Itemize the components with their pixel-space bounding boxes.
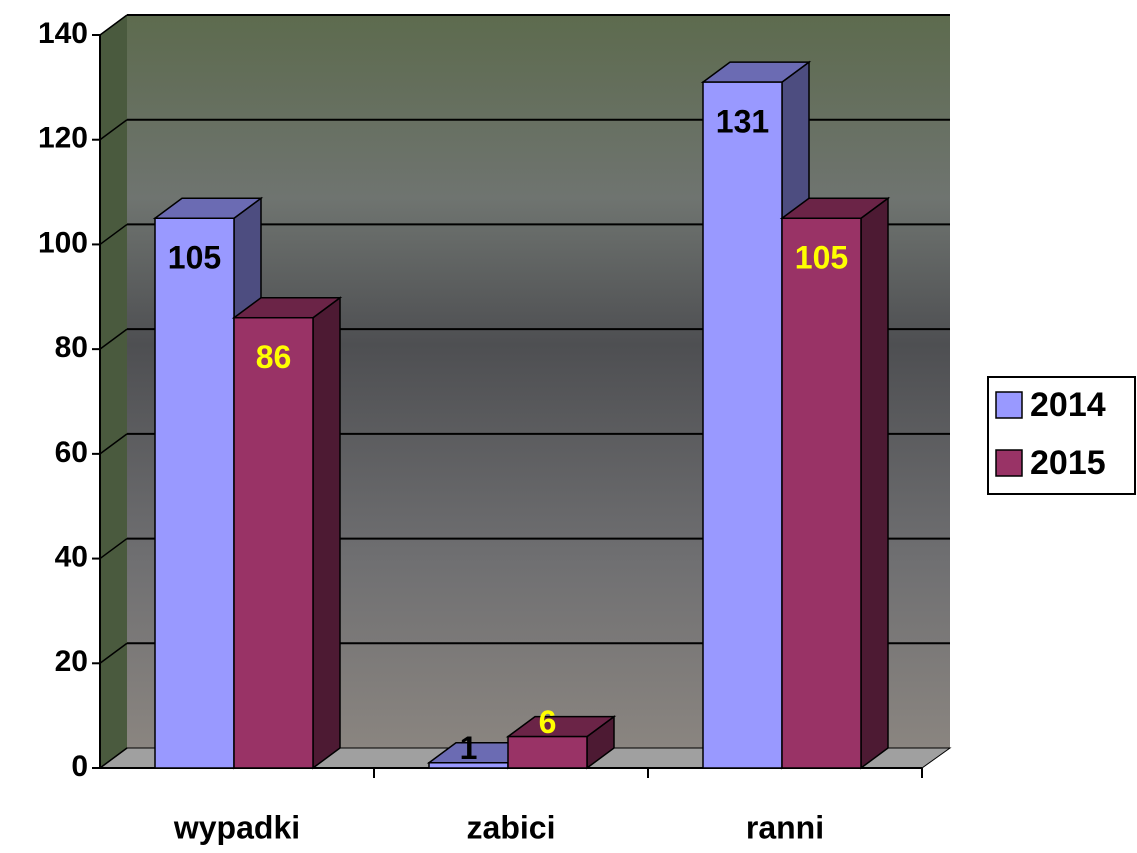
depth-tick — [99, 14, 128, 36]
depth-tick — [99, 642, 128, 664]
legend-swatch — [995, 449, 1023, 477]
data-label: 6 — [539, 704, 557, 740]
legend-label: 2015 — [1030, 444, 1106, 482]
x-tick-label: wypadki — [173, 809, 300, 845]
x-tick-label: zabici — [467, 809, 556, 845]
bar-side — [860, 196, 889, 770]
depth-tick — [99, 223, 128, 246]
bar — [233, 316, 314, 769]
bar — [702, 81, 783, 769]
y-tick-label: 60 — [55, 436, 88, 469]
bar — [154, 217, 235, 769]
bar — [781, 217, 862, 769]
side-wall — [100, 15, 127, 768]
data-label: 1 — [460, 730, 478, 766]
data-label: 105 — [168, 240, 221, 276]
depth-tick — [99, 119, 128, 141]
data-label: 105 — [795, 240, 848, 276]
y-tick-label: 100 — [38, 226, 88, 259]
depth-tick — [99, 747, 128, 769]
data-label: 86 — [256, 339, 292, 375]
depth-tick — [99, 433, 128, 455]
y-tick-label: 80 — [55, 331, 88, 364]
x-tick-label: ranni — [746, 809, 824, 845]
bar-side — [312, 296, 341, 770]
y-tick-label: 120 — [38, 122, 88, 155]
depth-tick — [99, 328, 128, 350]
legend-label: 2014 — [1030, 386, 1106, 424]
y-tick-label: 40 — [55, 540, 88, 573]
legend-swatch — [995, 391, 1023, 419]
bar — [507, 735, 588, 769]
y-tick-label: 140 — [38, 17, 88, 50]
depth-tick — [99, 537, 128, 560]
y-tick-label: 20 — [55, 645, 88, 678]
y-tick-label: 0 — [71, 750, 88, 783]
data-label: 131 — [716, 104, 769, 140]
